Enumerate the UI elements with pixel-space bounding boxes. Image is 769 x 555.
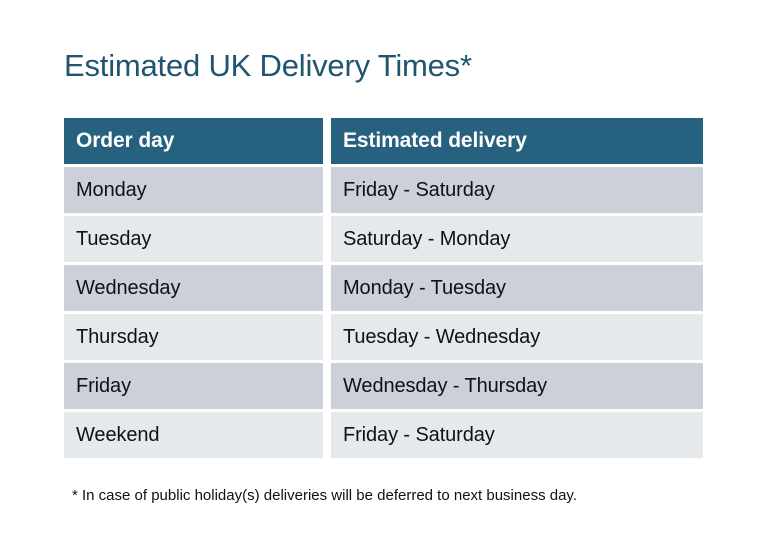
footnote-text: * In case of public holiday(s) deliverie… [72,487,577,504]
cell-estimated-delivery: Monday - Tuesday [331,265,703,311]
cell-order-day: Friday [64,363,323,409]
table-row: Thursday Tuesday - Wednesday [64,314,703,360]
cell-estimated-delivery: Tuesday - Wednesday [331,314,703,360]
table-row: Tuesday Saturday - Monday [64,216,703,262]
column-header-estimated-delivery: Estimated delivery [331,118,703,164]
table-row: Weekend Friday - Saturday [64,412,703,458]
cell-order-day: Thursday [64,314,323,360]
cell-order-day: Weekend [64,412,323,458]
cell-order-day: Tuesday [64,216,323,262]
cell-estimated-delivery: Saturday - Monday [331,216,703,262]
table-row: Monday Friday - Saturday [64,167,703,213]
cell-estimated-delivery: Friday - Saturday [331,412,703,458]
table-row: Friday Wednesday - Thursday [64,363,703,409]
cell-estimated-delivery: Friday - Saturday [331,167,703,213]
cell-estimated-delivery: Wednesday - Thursday [331,363,703,409]
column-header-order-day: Order day [64,118,323,164]
cell-order-day: Wednesday [64,265,323,311]
delivery-times-table: Order day Estimated delivery Monday Frid… [64,118,703,458]
table-header-row: Order day Estimated delivery [64,118,703,164]
cell-order-day: Monday [64,167,323,213]
page-title: Estimated UK Delivery Times* [64,48,472,83]
table-row: Wednesday Monday - Tuesday [64,265,703,311]
